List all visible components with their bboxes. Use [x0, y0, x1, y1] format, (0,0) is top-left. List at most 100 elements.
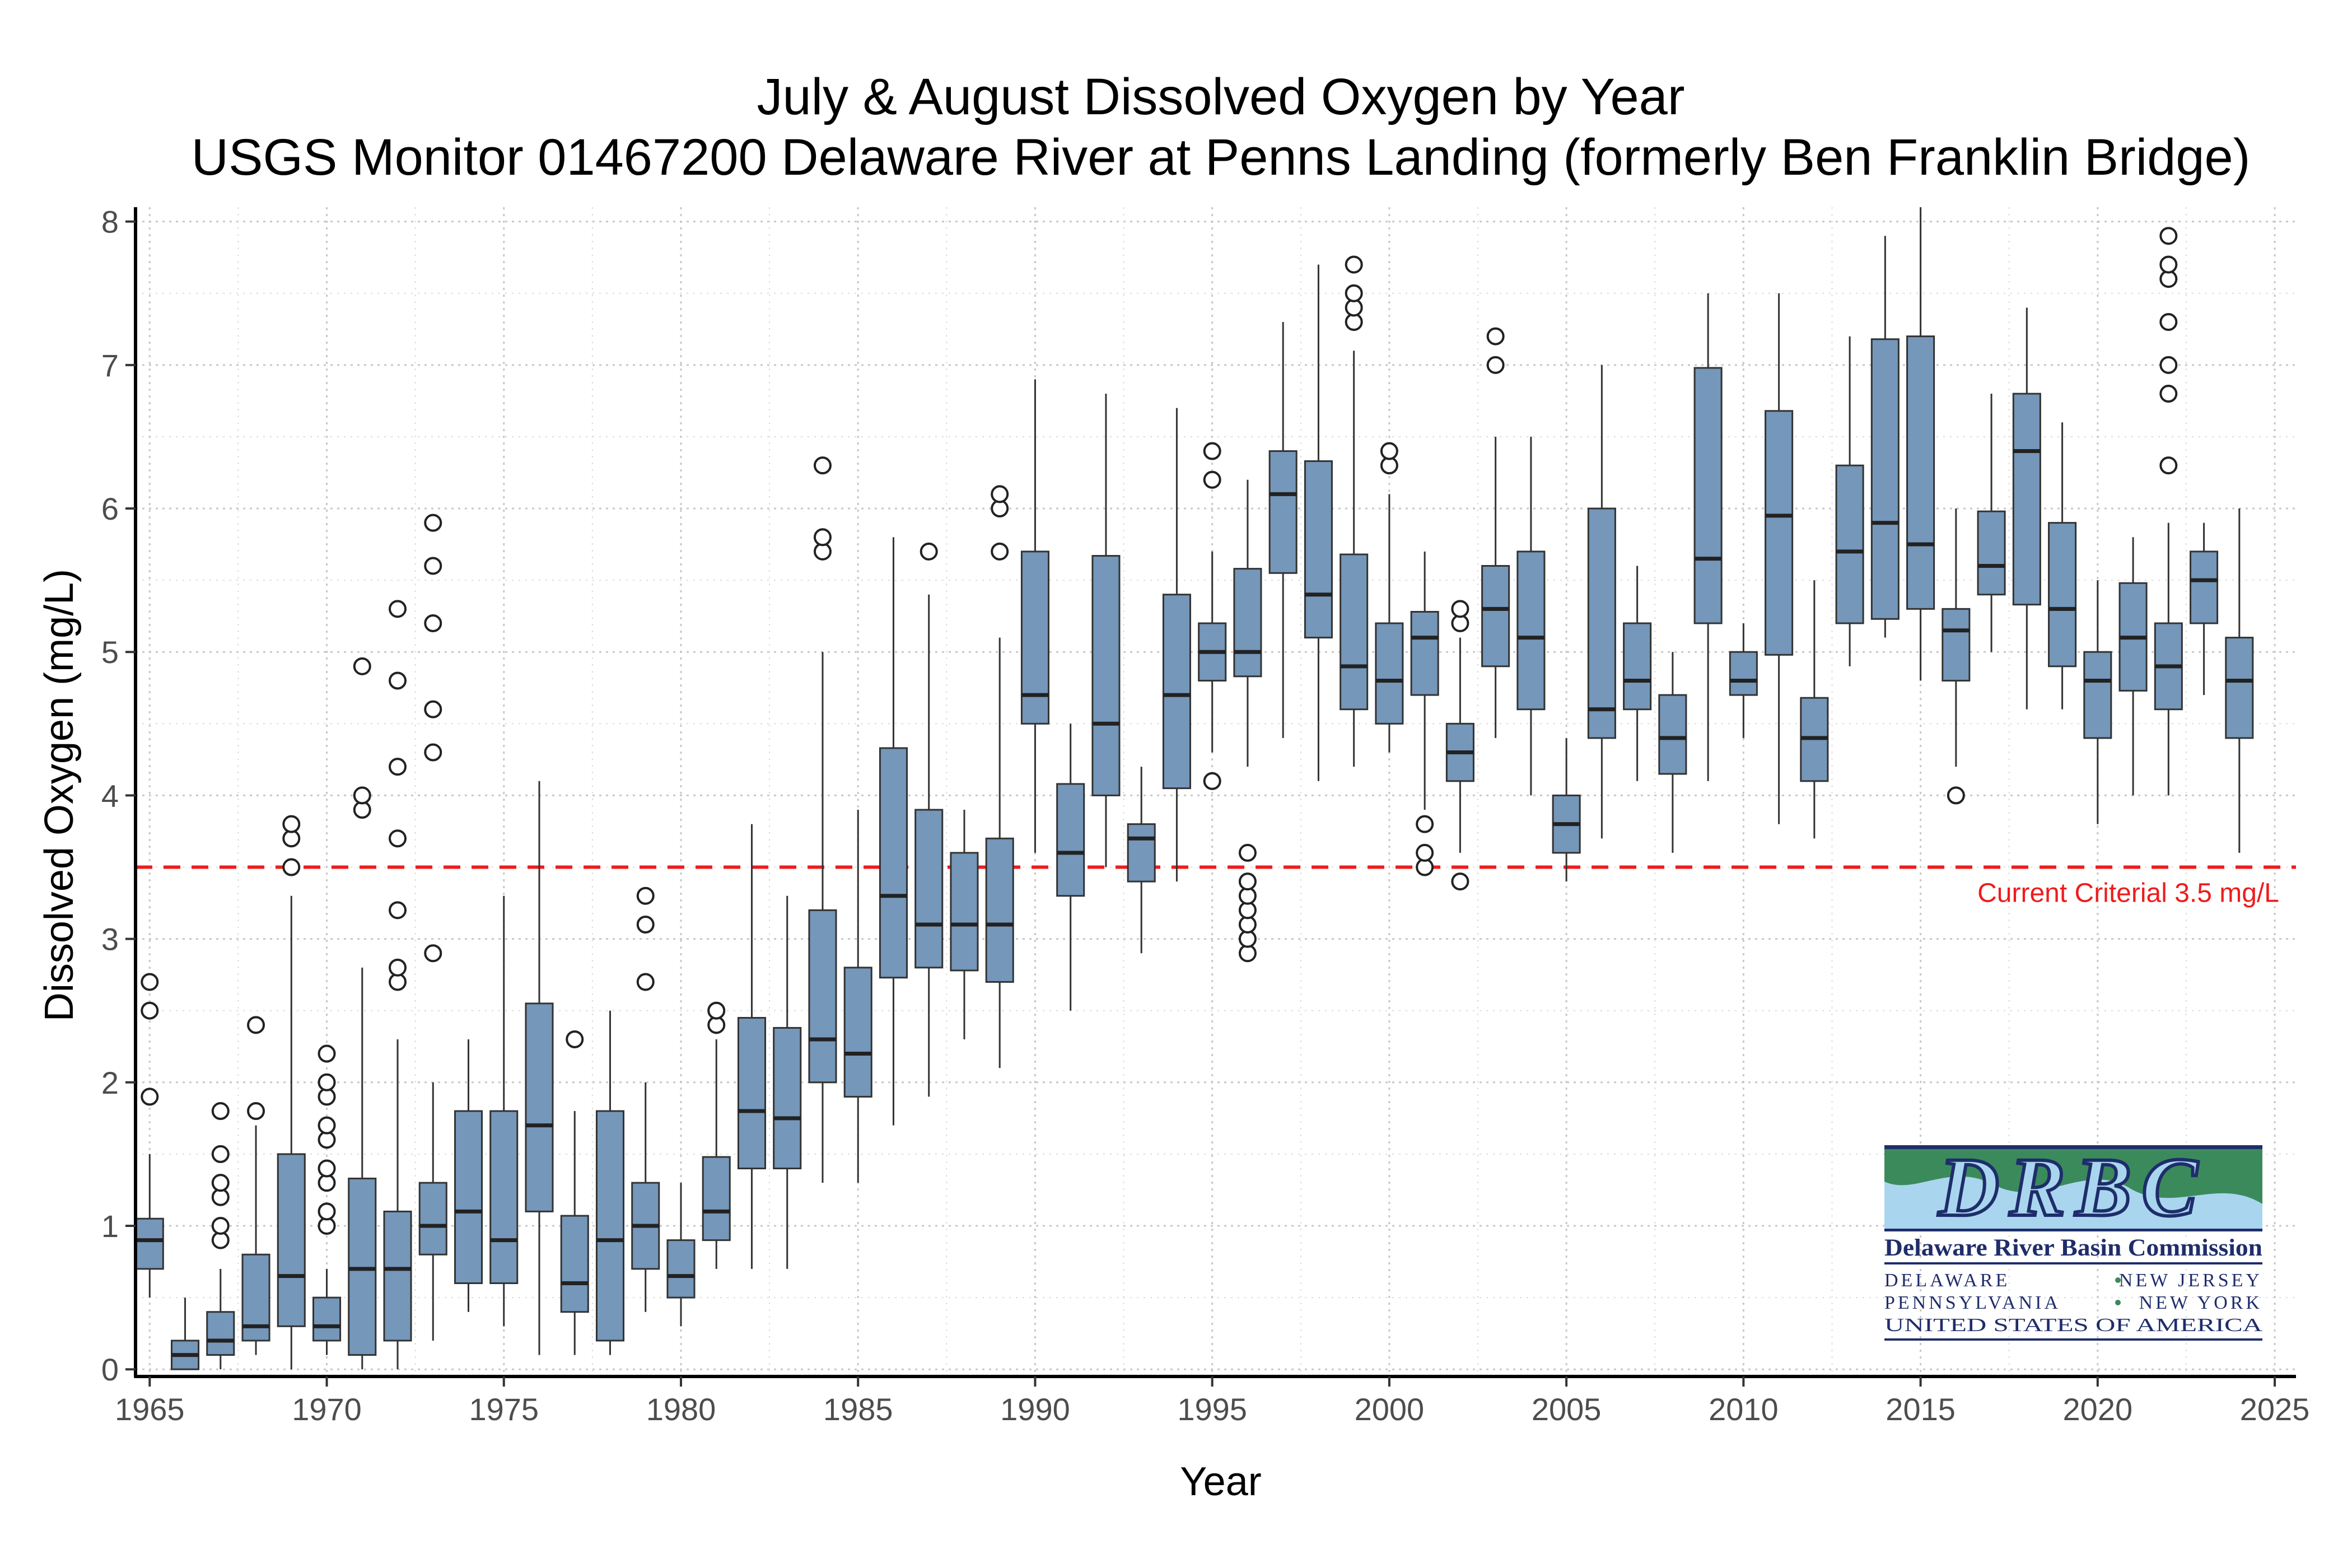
outlier-point [1238, 843, 1257, 862]
boxplot-2005 [1552, 738, 1581, 882]
outlier-point [389, 829, 407, 848]
boxplot-1984 [808, 456, 837, 1183]
logo-monogram: DRBC [1938, 1141, 2208, 1234]
outlier-point [1947, 786, 1965, 805]
outlier-point [566, 1030, 584, 1048]
y-tick-label: 4 [101, 778, 119, 813]
boxplot-2023 [2190, 522, 2219, 696]
box-iqr [1765, 410, 1794, 656]
x-tick-label: 1985 [823, 1392, 893, 1427]
logo-mid-rule [1884, 1229, 2262, 1231]
boxplot-2019 [2048, 422, 2077, 710]
outlier-point [636, 973, 655, 991]
boxplot-1985 [843, 810, 872, 1183]
boxplot-1994 [1162, 408, 1191, 882]
outlier-point [282, 858, 301, 876]
box-iqr [808, 909, 837, 1084]
boxplot-2000 [1375, 442, 1404, 753]
outlier-point [1486, 327, 1505, 346]
boxplot-1968 [241, 1016, 270, 1355]
y-tick-label: 0 [101, 1352, 119, 1387]
box-iqr [666, 1239, 696, 1299]
outlier-point [991, 542, 1009, 561]
y-tick-label: 3 [101, 922, 119, 957]
box-iqr [1658, 694, 1687, 775]
box-iqr [1127, 823, 1156, 883]
x-tick-label: 1965 [115, 1392, 185, 1427]
box-iqr [843, 967, 872, 1098]
box-iqr [950, 852, 979, 972]
outlier-point [1203, 442, 1221, 460]
outlier-point [1203, 470, 1221, 489]
box-iqr [2048, 522, 2077, 668]
box-iqr [1410, 610, 1439, 696]
x-tick-label: 1995 [1177, 1392, 1247, 1427]
outlier-point [920, 542, 938, 561]
outlier-point [1416, 815, 1434, 833]
x-tick-label: 1975 [469, 1392, 539, 1427]
outlier-point [424, 743, 442, 762]
logo-name-rule [1884, 1262, 2262, 1264]
y-tick-label: 7 [101, 348, 119, 383]
box-iqr [1268, 450, 1298, 574]
outlier-point [1416, 843, 1434, 862]
box-iqr [525, 1002, 554, 1212]
boxplot-1970 [312, 1044, 342, 1355]
boxplot-1982 [737, 824, 767, 1269]
outlier-point [2159, 312, 2178, 331]
outlier-point [1451, 872, 1469, 891]
outlier-point [141, 973, 159, 991]
x-tick-label: 1990 [1000, 1392, 1070, 1427]
y-tick-label: 1 [101, 1208, 119, 1244]
logo-bottom-rule [1884, 1338, 2262, 1341]
box-iqr [1587, 507, 1616, 739]
boxplot-2006 [1587, 365, 1616, 839]
outlier-point [211, 1102, 230, 1121]
logo-state-new-jersey: NEW JERSEY [2119, 1270, 2262, 1291]
boxplot-2014 [1870, 236, 1900, 638]
outlier-point [353, 657, 371, 675]
y-tick-label: 8 [101, 204, 119, 240]
outlier-point [282, 815, 301, 833]
drbc-logo: DRBC Delaware River Basin Commission DEL… [1884, 1139, 2263, 1341]
box-iqr [1835, 464, 1864, 624]
boxplot-2001 [1410, 551, 1439, 876]
criterion-label: Current Criterial 3.5 mg/L [1977, 879, 2279, 908]
outlier-point [353, 786, 371, 805]
box-iqr [489, 1110, 519, 1284]
x-tick-label: 2025 [2240, 1392, 2310, 1427]
logo-state-new-york: NEW YORK [2139, 1292, 2262, 1313]
outlier-point [141, 1088, 159, 1106]
outlier-point [2159, 255, 2178, 274]
logo-state-pennsylvania: PENNSYLVANIA [1884, 1292, 2061, 1313]
boxplot-1967 [206, 1102, 235, 1370]
outlier-point [211, 1145, 230, 1163]
boxplot-1999 [1340, 255, 1369, 767]
boxplot-2011 [1765, 293, 1794, 824]
outlier-point [318, 1159, 336, 1178]
box-iqr [418, 1182, 447, 1256]
outlier-point [2159, 456, 2178, 475]
boxplot-1979 [631, 886, 660, 1312]
box-iqr [1091, 555, 1121, 796]
outlier-point [211, 1216, 230, 1235]
boxplot-2021 [2118, 537, 2148, 796]
box-iqr [773, 1026, 802, 1170]
box-iqr [1977, 510, 2006, 596]
boxplot-1988 [950, 810, 979, 1039]
outlier-point [707, 1001, 726, 1020]
outlier-point [424, 557, 442, 575]
boxplot-2018 [2012, 307, 2041, 710]
boxplot-1969 [277, 815, 306, 1370]
boxplot-1993 [1127, 767, 1156, 954]
box-iqr [1056, 783, 1085, 897]
chart-subtitle: USGS Monitor 01467200 Delaware River at … [192, 129, 2251, 186]
x-axis-title: Year [1180, 1459, 1261, 1504]
box-iqr [454, 1110, 483, 1284]
box-iqr [1020, 550, 1049, 725]
box-iqr [383, 1210, 412, 1342]
outlier-point [318, 1073, 336, 1091]
boxplot-1972 [383, 600, 412, 1370]
outlier-point [1345, 284, 1363, 302]
criterion-line-group: Current Criterial 3.5 mg/L [136, 865, 2296, 908]
